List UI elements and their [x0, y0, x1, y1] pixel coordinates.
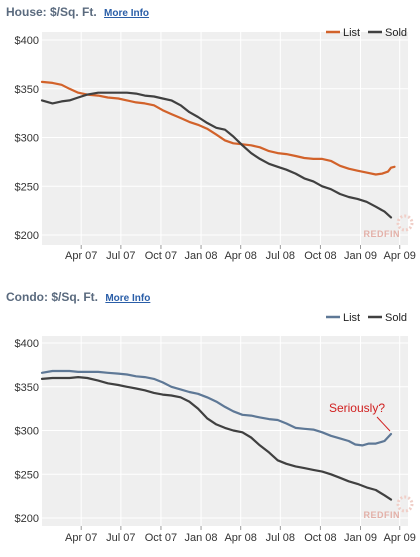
house-chart-header: House: $/Sq. Ft. More Info [6, 5, 149, 19]
condo-annotation-pointer [376, 416, 391, 432]
house-x-tick-label: Oct 08 [304, 250, 336, 262]
condo-legend-label-sold: Sold [385, 312, 407, 324]
condo-chart-header: Condo: $/Sq. Ft. More Info [6, 290, 150, 304]
condo-x-tick-label: Oct 07 [145, 532, 177, 544]
condo-x-tick-label: Oct 08 [304, 532, 336, 544]
condo-chart-title: Condo: $/Sq. Ft. [6, 290, 98, 304]
house-x-tick-label: Jul 08 [266, 250, 295, 262]
condo-y-tick-label: $400 [15, 338, 39, 350]
condo-x-tick-label: Apr 09 [384, 532, 416, 544]
condo-y-tick-label: $200 [15, 513, 39, 525]
condo-y-tick-label: $350 [15, 382, 39, 394]
condo-watermark-logo-icon [396, 495, 414, 513]
house-x-tick-label: Jan 08 [185, 250, 218, 262]
condo-watermark: REDFIN [364, 510, 401, 520]
condo-x-tick-label: Jan 08 [185, 532, 218, 544]
condo-series-line-sold [40, 376, 393, 501]
condo-y-tick-label: $300 [15, 426, 39, 438]
house-series-line-sold [40, 91, 393, 219]
house-y-tick-label: $300 [15, 133, 39, 145]
house-chart-title: House: $/Sq. Ft. [6, 5, 97, 19]
condo-chart-panel: Condo: $/Sq. Ft. More Info $200 $250 $300 $… [0, 287, 420, 557]
house-legend-label-sold: Sold [385, 27, 407, 39]
house-y-tick-label: $350 [15, 84, 39, 96]
house-x-tick-label: Apr 09 [384, 250, 416, 262]
condo-x-tick-label: Jul 08 [266, 532, 295, 544]
condo-x-tick-label: Jan 09 [344, 532, 377, 544]
condo-price-chart: $200 $250 $300 $350 $400 Apr 07 Jul 07 Oct 07 Ja… [15, 312, 416, 544]
house-x-tick-label: Apr 08 [224, 250, 256, 262]
condo-legend-label-list: List [343, 312, 360, 324]
house-legend-label-list: List [343, 27, 360, 39]
condo-x-tick-label: Apr 07 [65, 532, 97, 544]
house-chart-panel: House: $/Sq. Ft. More Info $200 $250 $300 $… [0, 0, 420, 270]
house-price-chart: $200 $250 $300 $350 $400 Apr 07 Jul 07 Oct 07 Ja… [15, 27, 416, 262]
house-y-tick-label: $250 [15, 181, 39, 193]
house-x-tick-label: Jul 07 [106, 250, 135, 262]
house-y-tick-label: $200 [15, 230, 39, 242]
house-watermark-logo-icon [396, 214, 414, 232]
condo-x-tick-label: Jul 07 [106, 532, 135, 544]
condo-x-tick-label: Apr 08 [224, 532, 256, 544]
house-x-tick-label: Oct 07 [145, 250, 177, 262]
house-y-tick-label: $400 [15, 35, 39, 47]
condo-y-tick-label: $250 [15, 469, 39, 481]
house-series-line-list [40, 80, 396, 176]
condo-series-line-list [40, 369, 393, 447]
condo-annotation-text: Seriously? [329, 401, 385, 415]
house-plot-area [42, 32, 408, 245]
house-x-tick-label: Jan 09 [344, 250, 377, 262]
house-watermark: REDFIN [364, 229, 401, 239]
condo-more-info-link[interactable]: More Info [105, 293, 151, 304]
house-more-info-link[interactable]: More Info [104, 8, 150, 19]
house-x-tick-label: Apr 07 [65, 250, 97, 262]
